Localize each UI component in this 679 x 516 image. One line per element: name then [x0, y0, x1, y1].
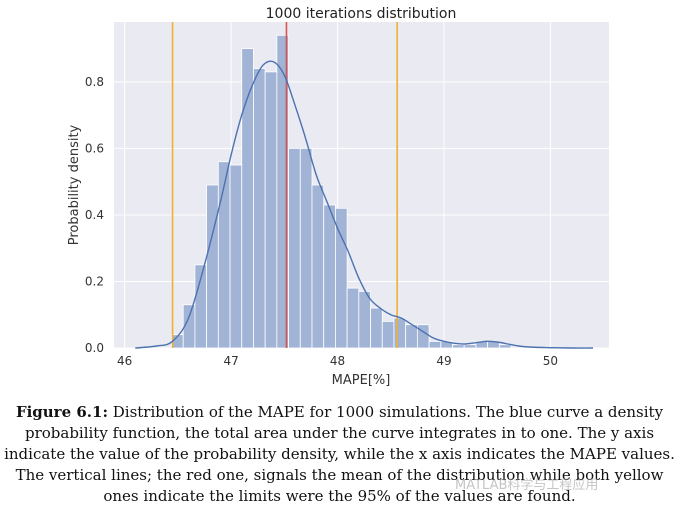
- histogram-bar: [335, 207, 348, 349]
- histogram-bar: [323, 204, 336, 349]
- histogram-bar: [264, 71, 278, 349]
- x-tick-label: 47: [223, 354, 238, 368]
- x-tick-label: 50: [543, 354, 558, 368]
- histogram-bar: [358, 291, 371, 349]
- chart-title: 1000 iterations distribution: [266, 6, 457, 22]
- caption-label: Figure 6.1:: [15, 403, 108, 421]
- caption-text: Distribution of the MAPE for 1000 simula…: [4, 403, 675, 505]
- histogram-bar: [416, 324, 430, 349]
- histogram-bar: [463, 344, 477, 349]
- histogram-bar: [428, 340, 442, 349]
- x-tick-label: 46: [117, 354, 132, 368]
- histogram-bar: [393, 317, 407, 349]
- histogram-bar: [299, 148, 313, 349]
- histogram-bar: [452, 344, 465, 349]
- histogram-bar: [217, 161, 231, 349]
- histogram-bar: [288, 148, 301, 349]
- histogram-bar: [498, 344, 512, 349]
- histogram-bar: [370, 307, 383, 349]
- y-tick-label: 0.6: [85, 141, 104, 155]
- histogram-bar: [311, 184, 325, 349]
- figure-caption: Figure 6.1: Distribution of the MAPE for…: [0, 402, 679, 507]
- histogram-bar: [229, 164, 243, 349]
- kde-curve: [135, 60, 594, 349]
- histogram-bar: [206, 184, 219, 349]
- y-axis-label: Probability density: [67, 124, 82, 245]
- y-tick-label: 0.4: [85, 208, 104, 222]
- histogram-bar: [241, 48, 254, 349]
- vertical-lines: [171, 22, 398, 348]
- histogram-bars: [171, 34, 512, 349]
- y-tick-label: 0.2: [85, 274, 104, 288]
- histogram-bar: [253, 68, 266, 349]
- x-tick-label: 48: [330, 354, 345, 368]
- y-tick-label: 0.0: [85, 341, 104, 355]
- y-tick-label: 0.8: [85, 75, 104, 89]
- x-tick-label: 49: [436, 354, 451, 368]
- tick-labels: 46 47 48 49 50 0.0 0.2 0.4 0.6 0.8: [85, 75, 558, 368]
- histogram-bar: [405, 324, 418, 349]
- watermark: MATLAB科学与工程应用: [455, 478, 599, 493]
- x-axis-label: MAPE[%]: [332, 373, 391, 388]
- histogram-bar: [346, 287, 360, 349]
- histogram-bar: [381, 320, 395, 349]
- chart: 46 47 48 49 50 0.0 0.2 0.4 0.6 0.8 1000 iteration…: [67, 6, 609, 388]
